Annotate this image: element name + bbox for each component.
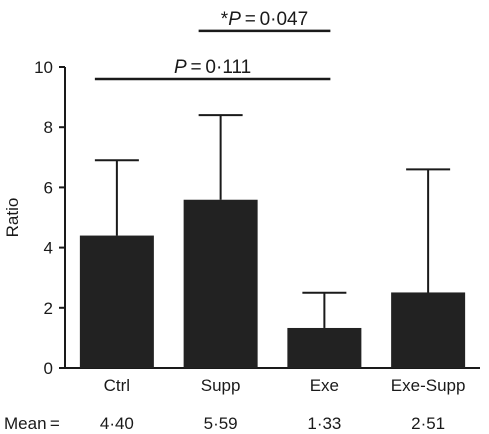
category-label: Ctrl [104,376,130,395]
significance-label: *P = 0·047 [221,9,308,30]
significance-label: P = 0·111 [174,57,251,78]
y-tick-label: 8 [44,118,53,137]
mean-value-label: 1·33 [307,414,341,433]
significance-value: = 0·111 [187,57,251,78]
significance-value: = 0·047 [241,9,308,30]
mean-value-label: 4·40 [100,414,134,433]
bar-ctrl [79,235,154,368]
bar-supp [183,199,258,368]
significance-p: P [174,57,187,78]
significance-prefix: * [221,9,229,30]
y-tick-label: 2 [44,299,53,318]
y-tick-label: 6 [44,178,53,197]
significance-p: P [228,9,241,30]
significance-annotations: P = 0·111*P = 0·047 [94,9,331,81]
bars [79,199,466,368]
bar-exe-supp [391,292,466,368]
mean-row-label: Mean = [4,414,60,433]
y-tick-label: 10 [34,58,53,77]
category-label: Exe-Supp [391,376,466,395]
bar-exe [287,327,362,368]
category-label: Supp [201,376,241,395]
y-tick-label: 4 [44,239,53,258]
y-axis-label: Ratio [3,198,22,238]
category-label: Exe [310,376,339,395]
y-tick-label: 0 [44,359,53,378]
error-bars [94,114,451,328]
mean-value-label: 2·51 [411,414,445,433]
labels: 0 2 4 6 8 10 Ratio Ctrl 4·40 Supp 5·59 Exe 1·33 Exe-S… [3,58,465,433]
mean-value-label: 5·59 [204,414,238,433]
